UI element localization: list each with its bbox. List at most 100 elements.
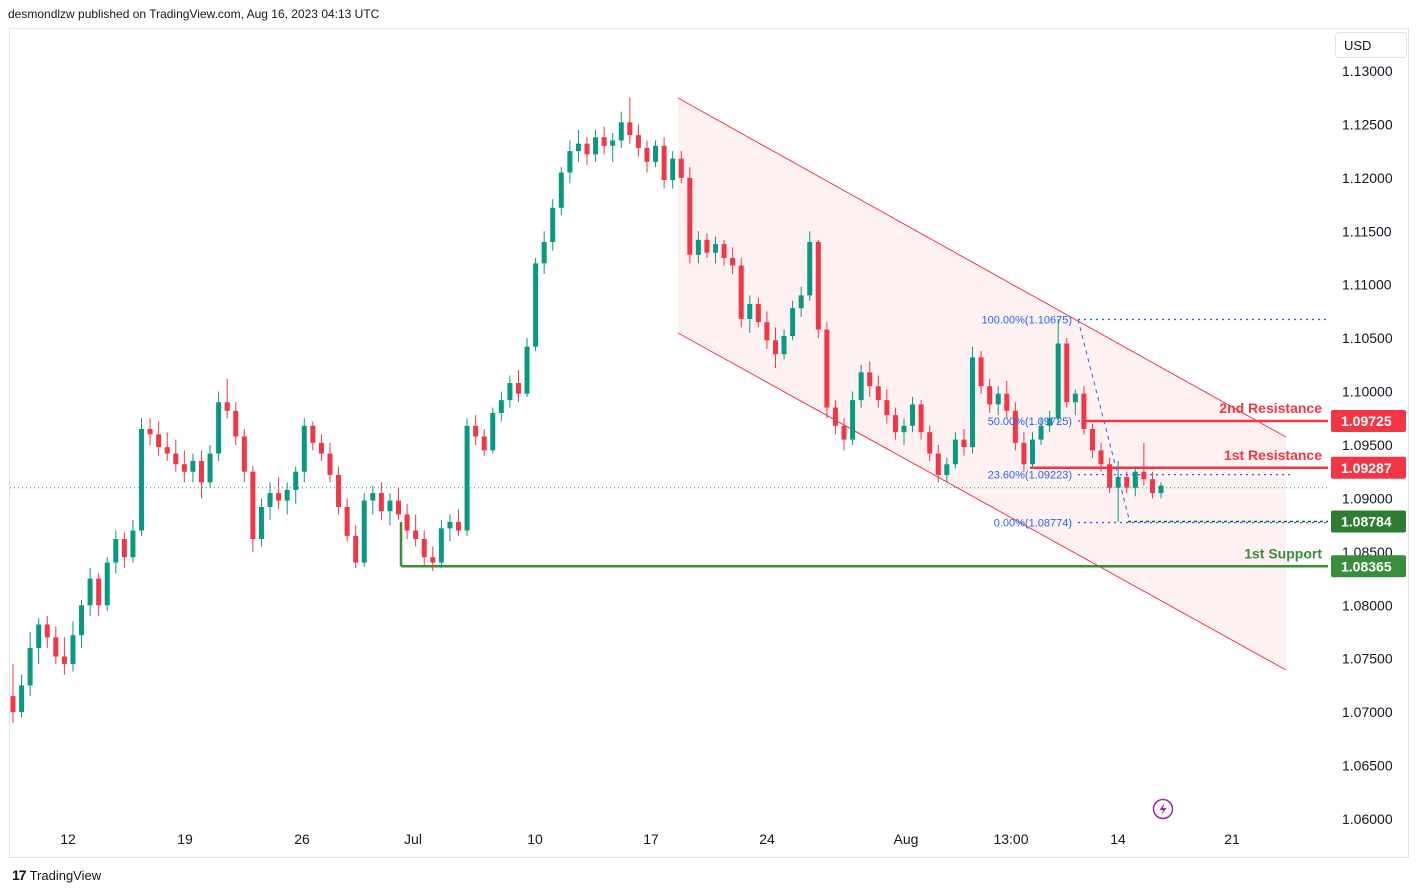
currency-selector[interactable]: USD bbox=[1335, 32, 1407, 58]
candle bbox=[832, 400, 838, 435]
candle bbox=[344, 498, 350, 542]
y-tick-label: 1.06500 bbox=[1342, 758, 1393, 774]
candle bbox=[824, 322, 830, 419]
candle bbox=[370, 485, 376, 515]
candle bbox=[198, 450, 204, 499]
candle bbox=[507, 375, 513, 408]
candle bbox=[1149, 471, 1155, 499]
x-tick-label: Aug bbox=[894, 831, 919, 847]
candle bbox=[790, 300, 796, 341]
y-tick-label: 1.10000 bbox=[1342, 384, 1393, 400]
candle bbox=[181, 450, 187, 483]
candle bbox=[515, 370, 521, 403]
candle bbox=[670, 151, 676, 189]
fib-level-label: 23.60%(1.09223) bbox=[988, 470, 1072, 482]
candle bbox=[104, 557, 110, 611]
candle bbox=[918, 400, 924, 440]
candle bbox=[207, 445, 213, 488]
candle bbox=[164, 432, 170, 462]
candle bbox=[267, 482, 273, 520]
level-price-badge: 1.09725 bbox=[1331, 409, 1406, 432]
candle bbox=[396, 487, 402, 520]
tradingview-logo-icon: 17 bbox=[12, 867, 27, 883]
candle bbox=[1064, 338, 1070, 408]
level-label: 1st Support bbox=[1244, 545, 1322, 561]
channel-upper-line bbox=[677, 97, 1287, 438]
channel-lower-line bbox=[677, 332, 1287, 671]
x-tick-label: 14 bbox=[1110, 831, 1126, 847]
candle bbox=[121, 532, 127, 568]
y-tick-label: 1.06000 bbox=[1342, 811, 1393, 827]
y-tick-label: 1.09000 bbox=[1342, 490, 1393, 506]
candle bbox=[618, 111, 624, 148]
candle bbox=[336, 466, 342, 515]
candle bbox=[455, 509, 461, 536]
level-label: 1st Resistance bbox=[1224, 447, 1322, 463]
candle bbox=[156, 421, 162, 456]
candle bbox=[901, 418, 907, 445]
x-tick-label: 19 bbox=[177, 831, 193, 847]
y-tick-label: 1.10500 bbox=[1342, 330, 1393, 346]
candle bbox=[378, 482, 384, 520]
candle bbox=[1029, 432, 1035, 469]
candle bbox=[387, 493, 393, 526]
candle bbox=[36, 618, 42, 665]
candle bbox=[481, 428, 487, 456]
fib-level-label: 100.00%(1.10675) bbox=[981, 314, 1072, 326]
candle bbox=[970, 346, 976, 454]
candle bbox=[541, 231, 547, 275]
candle bbox=[653, 140, 659, 168]
candle bbox=[1004, 380, 1010, 419]
y-tick-label: 1.11000 bbox=[1342, 277, 1392, 293]
candle bbox=[276, 477, 282, 510]
candle bbox=[635, 124, 641, 157]
candle bbox=[678, 151, 684, 184]
lightning-icon[interactable] bbox=[1152, 798, 1174, 820]
candle bbox=[318, 434, 324, 462]
candle bbox=[258, 498, 264, 547]
candle bbox=[293, 466, 299, 504]
candle bbox=[113, 530, 119, 574]
candle bbox=[1055, 318, 1061, 424]
candle bbox=[987, 378, 993, 413]
candle bbox=[430, 546, 436, 572]
candle bbox=[850, 391, 856, 445]
level-price-badge: 1.08365 bbox=[1331, 555, 1406, 578]
candle bbox=[910, 396, 916, 433]
candle bbox=[1021, 432, 1027, 472]
candle bbox=[1158, 482, 1164, 499]
candle bbox=[858, 364, 864, 408]
candle bbox=[284, 482, 290, 515]
candle bbox=[978, 350, 984, 394]
candle bbox=[447, 514, 453, 542]
candle bbox=[327, 442, 333, 483]
y-tick-label: 1.13000 bbox=[1342, 63, 1393, 79]
candle bbox=[1107, 457, 1113, 494]
tradingview-brand[interactable]: 17 TradingView bbox=[12, 867, 101, 883]
publisher-header: desmondlzw published on TradingView.com,… bbox=[8, 7, 380, 21]
candle bbox=[892, 407, 898, 440]
marker-price-badge: 1.08784 bbox=[1331, 510, 1406, 533]
candle bbox=[1047, 410, 1053, 433]
x-tick-label: 24 bbox=[759, 831, 775, 847]
candle bbox=[87, 567, 93, 616]
candle bbox=[584, 137, 590, 166]
x-tick-label: 10 bbox=[527, 831, 543, 847]
candle bbox=[995, 386, 1001, 416]
x-tick-label: 26 bbox=[294, 831, 310, 847]
candle bbox=[644, 140, 650, 173]
candle bbox=[772, 327, 778, 369]
candle bbox=[1132, 466, 1138, 497]
candle bbox=[884, 389, 890, 424]
x-tick-label: 17 bbox=[643, 831, 659, 847]
candle bbox=[798, 286, 804, 317]
candle bbox=[1012, 402, 1018, 451]
candle bbox=[593, 129, 599, 162]
svg-text:1.09287: 1.09287 bbox=[1341, 460, 1392, 476]
x-tick-label: 13:00 bbox=[993, 831, 1028, 847]
candle bbox=[935, 445, 941, 483]
candle bbox=[627, 97, 633, 144]
candle bbox=[747, 295, 753, 333]
candle bbox=[764, 311, 770, 349]
